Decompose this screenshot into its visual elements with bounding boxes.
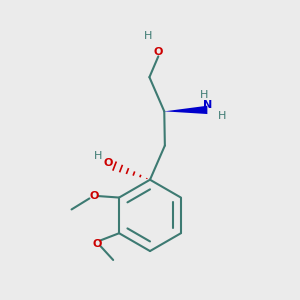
Text: O: O: [92, 238, 101, 249]
Text: H: H: [218, 111, 226, 121]
Text: H: H: [200, 90, 208, 100]
Text: H: H: [144, 31, 152, 40]
Text: H: H: [94, 151, 102, 161]
Text: O: O: [103, 158, 112, 168]
Text: O: O: [154, 47, 163, 57]
Text: O: O: [89, 191, 98, 201]
Text: N: N: [203, 100, 212, 110]
Polygon shape: [164, 106, 207, 114]
